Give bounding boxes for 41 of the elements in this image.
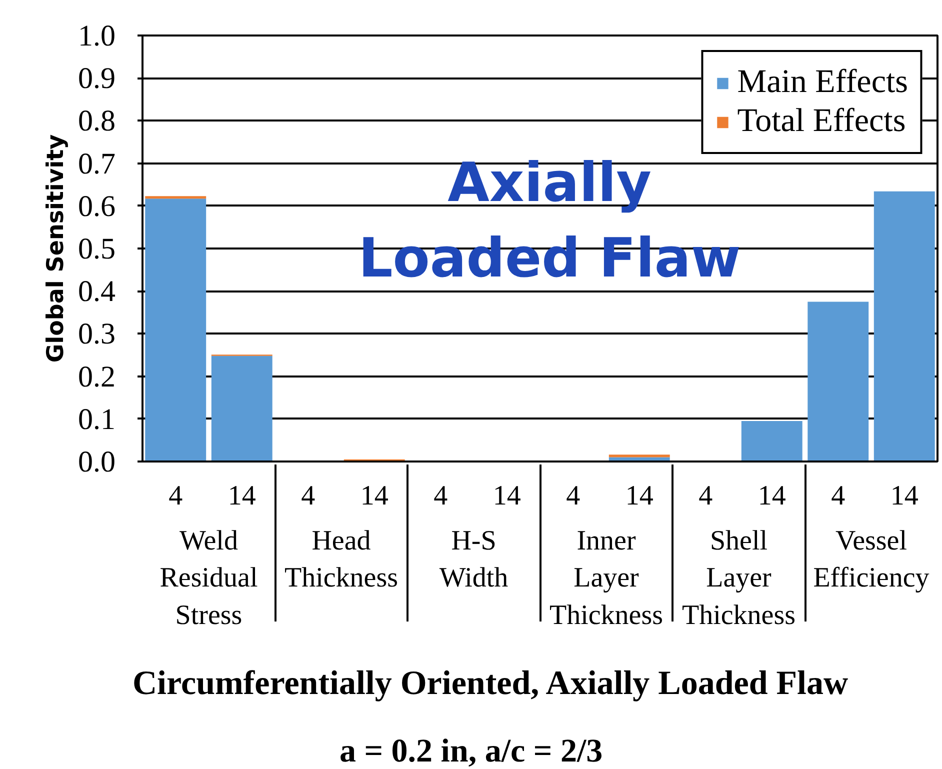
y-tick-label: 0.6 — [78, 190, 116, 223]
y-tick-label: 0.3 — [78, 318, 116, 351]
category-label: 14 — [228, 480, 256, 512]
bar — [145, 198, 206, 462]
y-tick-label: 1.0 — [78, 20, 116, 52]
category-label: Inner Layer Thickness — [549, 526, 664, 631]
bar — [874, 191, 935, 462]
legend-label: Main Effects — [737, 64, 908, 101]
y-tick-label: 0.2 — [78, 360, 116, 394]
bar — [808, 302, 869, 462]
category-label: 4 — [301, 480, 316, 512]
text: a = 0.2 in, a/c = 2/3 — [340, 734, 603, 769]
category-label: 4 — [434, 480, 448, 512]
category-label: Weld Residual Stress — [160, 526, 258, 631]
category-label: 14 — [758, 480, 786, 512]
category-label: 14 — [890, 480, 918, 512]
y-tick-label: 0.8 — [78, 104, 116, 138]
y-tick-label: 0.0 — [78, 446, 116, 478]
y-tick-label: 0.7 — [78, 147, 116, 180]
category-label: 14 — [492, 480, 521, 512]
bar — [608, 454, 670, 458]
y-tick-label: 0.1 — [78, 402, 116, 436]
text: Circumferentially Oriented, Axially Loaded Flaw — [132, 665, 848, 702]
category-label: 4 — [566, 480, 580, 512]
category-label: 14 — [360, 480, 388, 512]
category-label: 4 — [831, 480, 846, 512]
category-label: 4 — [698, 480, 713, 512]
bar — [211, 356, 272, 462]
category-label: 4 — [168, 480, 183, 512]
legend-label: Total Effects — [737, 103, 906, 140]
category-label: 14 — [625, 480, 654, 512]
y-tick-label: 0.5 — [78, 232, 116, 266]
category-label: Vessel Efficiency — [813, 526, 930, 594]
y-tick-label: 0.9 — [78, 62, 116, 96]
y-axis-title: Global Sensitivity — [43, 134, 69, 363]
y-tick-label: 0.4 — [78, 275, 116, 308]
bar — [741, 421, 802, 462]
category-label: H-S Width — [439, 526, 508, 594]
category-label: Shell Layer Thickness — [682, 526, 796, 631]
category-label: Head Thickness — [284, 526, 398, 594]
bar — [145, 196, 206, 199]
